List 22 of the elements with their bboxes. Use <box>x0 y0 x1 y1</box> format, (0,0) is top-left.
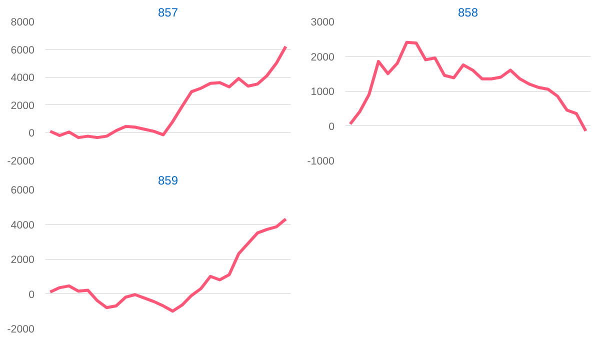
y-tick-label: 2000 <box>310 51 335 64</box>
y-tick-label: -2000 <box>7 156 35 168</box>
line-series <box>348 40 588 132</box>
line-series <box>48 218 288 313</box>
y-tick-label: 4000 <box>10 219 35 232</box>
y-tick-label: 0 <box>328 120 335 133</box>
y-tick-label: -1000 <box>307 156 335 168</box>
chart-title: 858 <box>458 6 478 20</box>
y-tick-label: -2000 <box>7 324 35 336</box>
line-series <box>48 45 288 140</box>
y-tick-label: 4000 <box>10 72 35 84</box>
chart-title: 857 <box>158 6 178 20</box>
y-tick-label: 2000 <box>10 100 35 112</box>
y-tick-label: 8000 <box>10 16 35 28</box>
y-tick-label: 6000 <box>10 184 35 196</box>
y-tick-label: 6000 <box>10 44 35 56</box>
y-tick-label: 3000 <box>310 16 335 28</box>
chart-title: 859 <box>158 174 178 188</box>
y-tick-label: 2000 <box>10 254 35 266</box>
y-tick-label: 1000 <box>310 86 335 98</box>
y-tick-label: 0 <box>28 128 35 140</box>
y-tick-label: 0 <box>28 288 35 301</box>
